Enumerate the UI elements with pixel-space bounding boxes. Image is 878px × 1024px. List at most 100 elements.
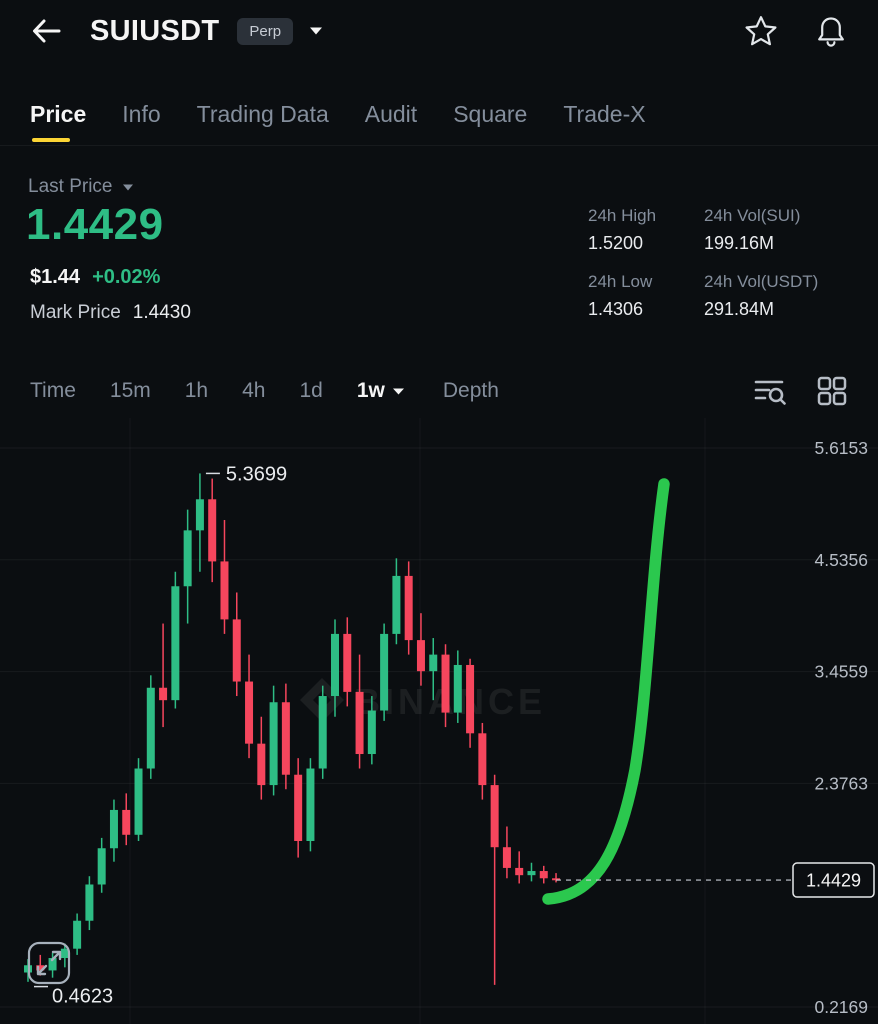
stat-value: 1.5200 bbox=[588, 233, 644, 253]
interval-15m[interactable]: 15m bbox=[109, 379, 151, 402]
depth-tab[interactable]: Depth bbox=[442, 379, 499, 402]
last-price-value: 1.4429 bbox=[26, 200, 164, 249]
tab-price[interactable]: Price bbox=[30, 84, 86, 145]
chart-toolbar: Time 15m 1h 4h 1d 1w Depth bbox=[0, 370, 878, 412]
candle-body bbox=[429, 654, 438, 672]
usd-price: $1.44 bbox=[30, 266, 81, 288]
y-axis-label[interactable]: 4.5356 bbox=[814, 550, 868, 570]
stat-label: 24h Vol(USDT) bbox=[704, 272, 819, 291]
stat-24h-vol-usdt: 24h Vol(USDT) 291.84M bbox=[704, 272, 818, 320]
active-interval-label: 1w bbox=[356, 379, 385, 402]
candle-body bbox=[527, 871, 536, 876]
candle-body bbox=[539, 871, 548, 879]
y-axis-label[interactable]: 3.4559 bbox=[814, 662, 868, 682]
candle-body bbox=[208, 499, 217, 562]
candle-body bbox=[48, 958, 57, 971]
chevron-down-icon bbox=[310, 27, 323, 35]
candle-body bbox=[306, 768, 315, 842]
candle-body bbox=[122, 809, 131, 835]
stats-grid: 24h High 1.5200 24h Vol(SUI) 199.16M 24h… bbox=[588, 206, 818, 320]
tab-bar: Price Info Trading Data Audit Square Tra… bbox=[0, 84, 878, 146]
candle-body bbox=[355, 691, 364, 755]
interval-1w-selected[interactable]: 1w bbox=[357, 379, 405, 403]
bell-icon bbox=[818, 17, 844, 47]
chevron-down-icon bbox=[123, 184, 134, 190]
indicators-button[interactable] bbox=[752, 375, 786, 407]
interval-time[interactable]: Time bbox=[30, 379, 76, 402]
stat-value: 291.84M bbox=[704, 299, 775, 319]
candle-body bbox=[515, 867, 524, 876]
candle-body bbox=[478, 733, 487, 786]
stat-24h-low: 24h Low 1.4306 bbox=[588, 272, 702, 320]
favorite-button[interactable] bbox=[744, 14, 778, 48]
candle-body bbox=[294, 774, 303, 842]
candle-body bbox=[97, 848, 106, 885]
candle-body bbox=[232, 619, 241, 682]
last-price-selector[interactable]: Last Price bbox=[28, 176, 134, 198]
candle-body bbox=[552, 878, 561, 881]
interval-1d[interactable]: 1d bbox=[299, 379, 323, 402]
tab-trading-data[interactable]: Trading Data bbox=[196, 101, 329, 127]
stat-24h-vol-sui: 24h Vol(SUI) 199.16M bbox=[704, 206, 818, 254]
candle-body bbox=[73, 920, 82, 949]
symbol-dropdown-caret[interactable] bbox=[309, 26, 323, 36]
y-axis-label[interactable]: 5.6153 bbox=[814, 438, 868, 458]
candle-body bbox=[466, 664, 475, 734]
star-icon bbox=[745, 16, 777, 46]
symbol-title: SUIUSDT bbox=[90, 14, 220, 47]
back-arrow-icon bbox=[33, 19, 61, 43]
candle-body bbox=[85, 884, 94, 921]
candle-body bbox=[404, 575, 413, 641]
candle-body bbox=[453, 664, 462, 713]
stat-label: 24h High bbox=[588, 206, 657, 225]
candle-body bbox=[134, 768, 143, 835]
interval-1h[interactable]: 1h bbox=[184, 379, 209, 402]
back-button[interactable] bbox=[30, 15, 62, 47]
mark-price-row: Mark Price 1.4430 bbox=[30, 302, 191, 324]
candle-body bbox=[183, 530, 192, 587]
candle-body bbox=[257, 743, 266, 786]
tab-info[interactable]: Info bbox=[122, 101, 161, 127]
layout-button[interactable] bbox=[816, 375, 848, 407]
mark-price-value: 1.4430 bbox=[132, 302, 191, 323]
tab-audit[interactable]: Audit bbox=[364, 101, 418, 127]
drawn-trend-arrow[interactable] bbox=[542, 478, 670, 905]
low-annotation-label: 0.4623 bbox=[52, 986, 113, 1008]
usd-price-row: $1.44 +0.02% bbox=[30, 266, 160, 289]
toolbar-icons bbox=[752, 375, 848, 407]
notifications-button[interactable] bbox=[814, 14, 848, 48]
candle-body bbox=[171, 586, 180, 701]
candlestick-chart[interactable]: BINANCE5.36990.46231.44295.61534.53563.4… bbox=[0, 418, 878, 1024]
perp-badge: Perp bbox=[237, 17, 294, 45]
expand-chart-button[interactable] bbox=[27, 941, 71, 985]
candle-body bbox=[146, 687, 155, 769]
mark-price-label: Mark Price bbox=[30, 302, 121, 323]
candle-body bbox=[331, 633, 339, 697]
current-price-label: 1.4429 bbox=[806, 871, 861, 891]
y-axis-label[interactable]: 0.2169 bbox=[814, 997, 868, 1017]
candle-body bbox=[269, 702, 278, 786]
candle-body bbox=[416, 640, 425, 672]
chevron-down-icon bbox=[392, 388, 404, 394]
tab-trade-x[interactable]: Trade-X bbox=[563, 101, 646, 127]
current-price-box bbox=[792, 862, 875, 898]
stat-label: 24h Low bbox=[588, 272, 653, 291]
last-price-label: Last Price bbox=[28, 176, 113, 197]
y-axis-label[interactable]: 2.3763 bbox=[814, 773, 868, 793]
candle-body bbox=[441, 654, 450, 713]
stat-value: 199.16M bbox=[704, 233, 775, 253]
candle-body bbox=[490, 785, 499, 848]
expand-arrows-icon bbox=[36, 950, 62, 976]
header: SUIUSDT Perp bbox=[0, 0, 878, 62]
candle-body bbox=[380, 633, 389, 711]
high-annotation-label: 5.3699 bbox=[226, 463, 287, 485]
candle-body bbox=[109, 809, 118, 849]
candle-body bbox=[281, 702, 290, 775]
candle-body bbox=[343, 633, 352, 692]
candle-body bbox=[220, 561, 229, 620]
interval-4h[interactable]: 4h bbox=[242, 379, 266, 402]
candle-body bbox=[245, 681, 254, 744]
candle-body bbox=[367, 710, 376, 755]
tab-square[interactable]: Square bbox=[453, 101, 528, 127]
header-actions bbox=[744, 14, 848, 48]
